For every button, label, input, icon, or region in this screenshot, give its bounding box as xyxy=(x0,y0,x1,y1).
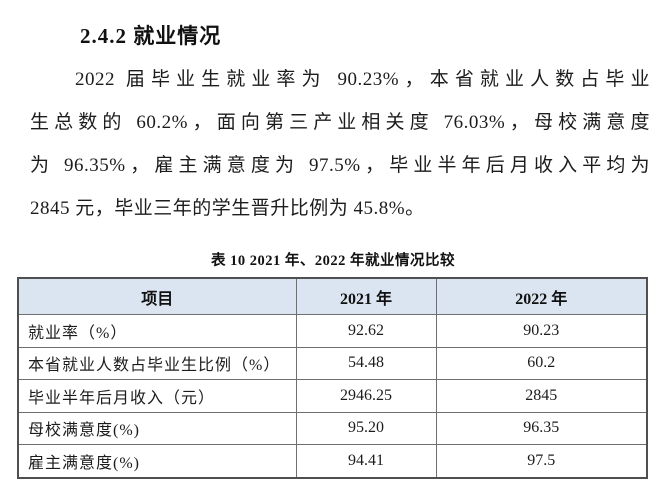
paragraph-line: 为 96.35%，雇主满意度为 97.5%，毕业半年后月收入平均为 xyxy=(30,155,650,176)
paragraph-line: 2845 元，毕业三年的学生晋升比例为 45.8%。 xyxy=(30,198,425,219)
table-row: 本省就业人数占毕业生比例（%） 54.48 60.2 xyxy=(17,346,648,380)
cell-2022: 90.23 xyxy=(435,314,648,348)
cell-2021: 2946.25 xyxy=(295,379,437,413)
table-row: 毕业半年后月收入（元） 2946.25 2845 xyxy=(17,379,648,413)
body-paragraph: 2022 届毕业生就业率为 90.23%，本省就业人数占毕业 生总数的 60.2… xyxy=(30,58,650,230)
cell-2021: 92.62 xyxy=(295,314,437,348)
cell-2021: 95.20 xyxy=(295,411,437,445)
row-label: 毕业半年后月收入（元） xyxy=(17,379,297,413)
row-label: 母校满意度(%) xyxy=(17,411,297,445)
cell-2022: 60.2 xyxy=(435,346,648,380)
column-header-item: 项目 xyxy=(17,277,297,315)
paragraph-line: 生总数的 60.2%，面向第三产业相关度 76.03%，母校满意度 xyxy=(30,112,650,133)
table-caption: 表 10 2021 年、2022 年就业情况比较 xyxy=(211,253,455,269)
cell-2022: 96.35 xyxy=(435,411,648,445)
employment-comparison-table: 项目 2021 年 2022 年 就业率（%） 92.62 90.23 本省就业… xyxy=(17,277,648,479)
cell-2021: 54.48 xyxy=(295,346,437,380)
column-header-2022: 2022 年 xyxy=(435,277,648,315)
table-header-row: 项目 2021 年 2022 年 xyxy=(17,277,648,315)
table-row: 就业率（%） 92.62 90.23 xyxy=(17,314,648,348)
table-row: 母校满意度(%) 95.20 96.35 xyxy=(17,411,648,445)
paragraph-line: 2022 届毕业生就业率为 90.23%，本省就业人数占毕业 xyxy=(75,69,650,90)
column-header-2021: 2021 年 xyxy=(295,277,437,315)
cell-2022: 2845 xyxy=(435,379,648,413)
row-label: 雇主满意度(%) xyxy=(17,444,297,478)
section-heading: 2.4.2 就业情况 xyxy=(80,24,222,48)
cell-2021: 94.41 xyxy=(295,444,437,478)
cell-2022: 97.5 xyxy=(435,444,648,478)
row-label: 就业率（%） xyxy=(17,314,297,348)
row-label: 本省就业人数占毕业生比例（%） xyxy=(17,346,297,380)
table-row: 雇主满意度(%) 94.41 97.5 xyxy=(17,444,648,478)
